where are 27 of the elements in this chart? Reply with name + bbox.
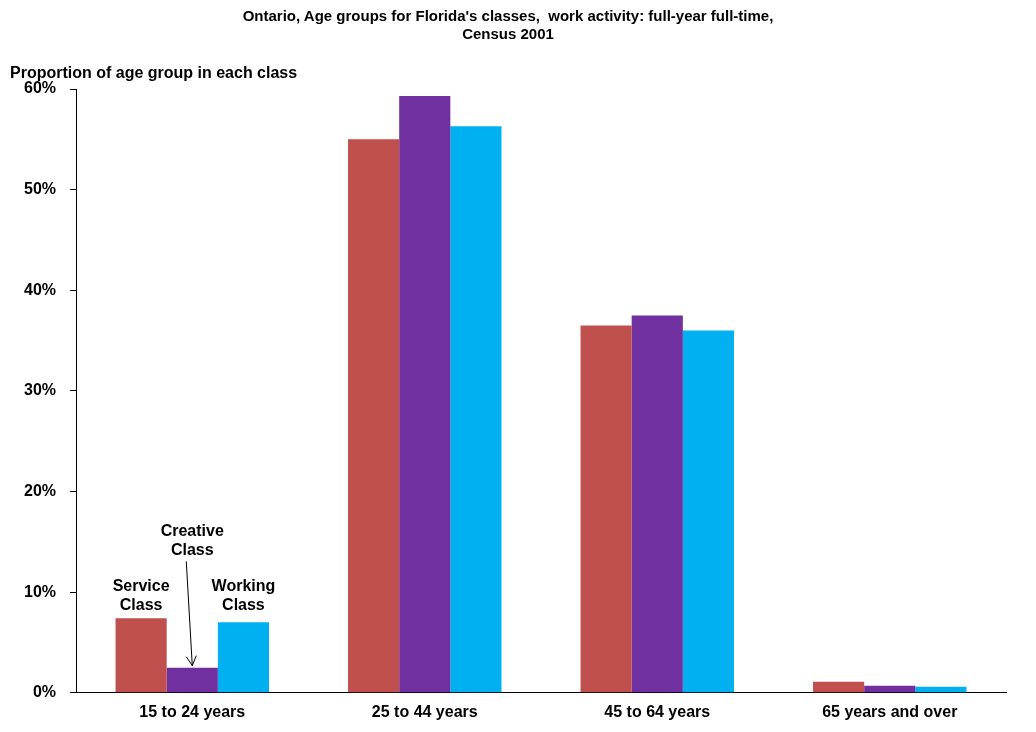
y-axis-title: Proportion of age group in each class — [10, 64, 298, 81]
bar — [813, 681, 865, 693]
bar — [915, 686, 967, 693]
series-label: Service Class — [112, 577, 170, 614]
y-tick-label: 30% — [23, 381, 57, 399]
bar — [217, 622, 269, 693]
series-label: Working Class — [211, 577, 276, 614]
chart-title: Ontario, Age groups for Florida's classes, work activity: full-year full-time, Census 2001 — [242, 7, 774, 43]
y-tick-label: 40% — [23, 280, 57, 298]
bar — [115, 618, 167, 693]
bar — [399, 96, 451, 693]
x-tick-label: 45 to 64 years — [604, 702, 711, 720]
bar — [166, 667, 218, 693]
x-tick-label: 65 years and over — [822, 702, 958, 720]
y-tick-label: 10% — [23, 582, 57, 600]
bar — [682, 330, 734, 693]
y-tick-label: 0% — [32, 683, 57, 701]
bar — [580, 325, 632, 693]
text: Creative Class — [160, 522, 224, 559]
bar — [864, 685, 916, 693]
bar — [631, 315, 683, 693]
bar — [348, 139, 400, 693]
y-tick-label: 50% — [23, 180, 57, 198]
y-tick-label: 20% — [23, 481, 57, 499]
x-tick-label: 25 to 44 years — [371, 702, 478, 720]
x-tick-label: 15 to 24 years — [139, 702, 246, 720]
bar — [450, 126, 502, 693]
